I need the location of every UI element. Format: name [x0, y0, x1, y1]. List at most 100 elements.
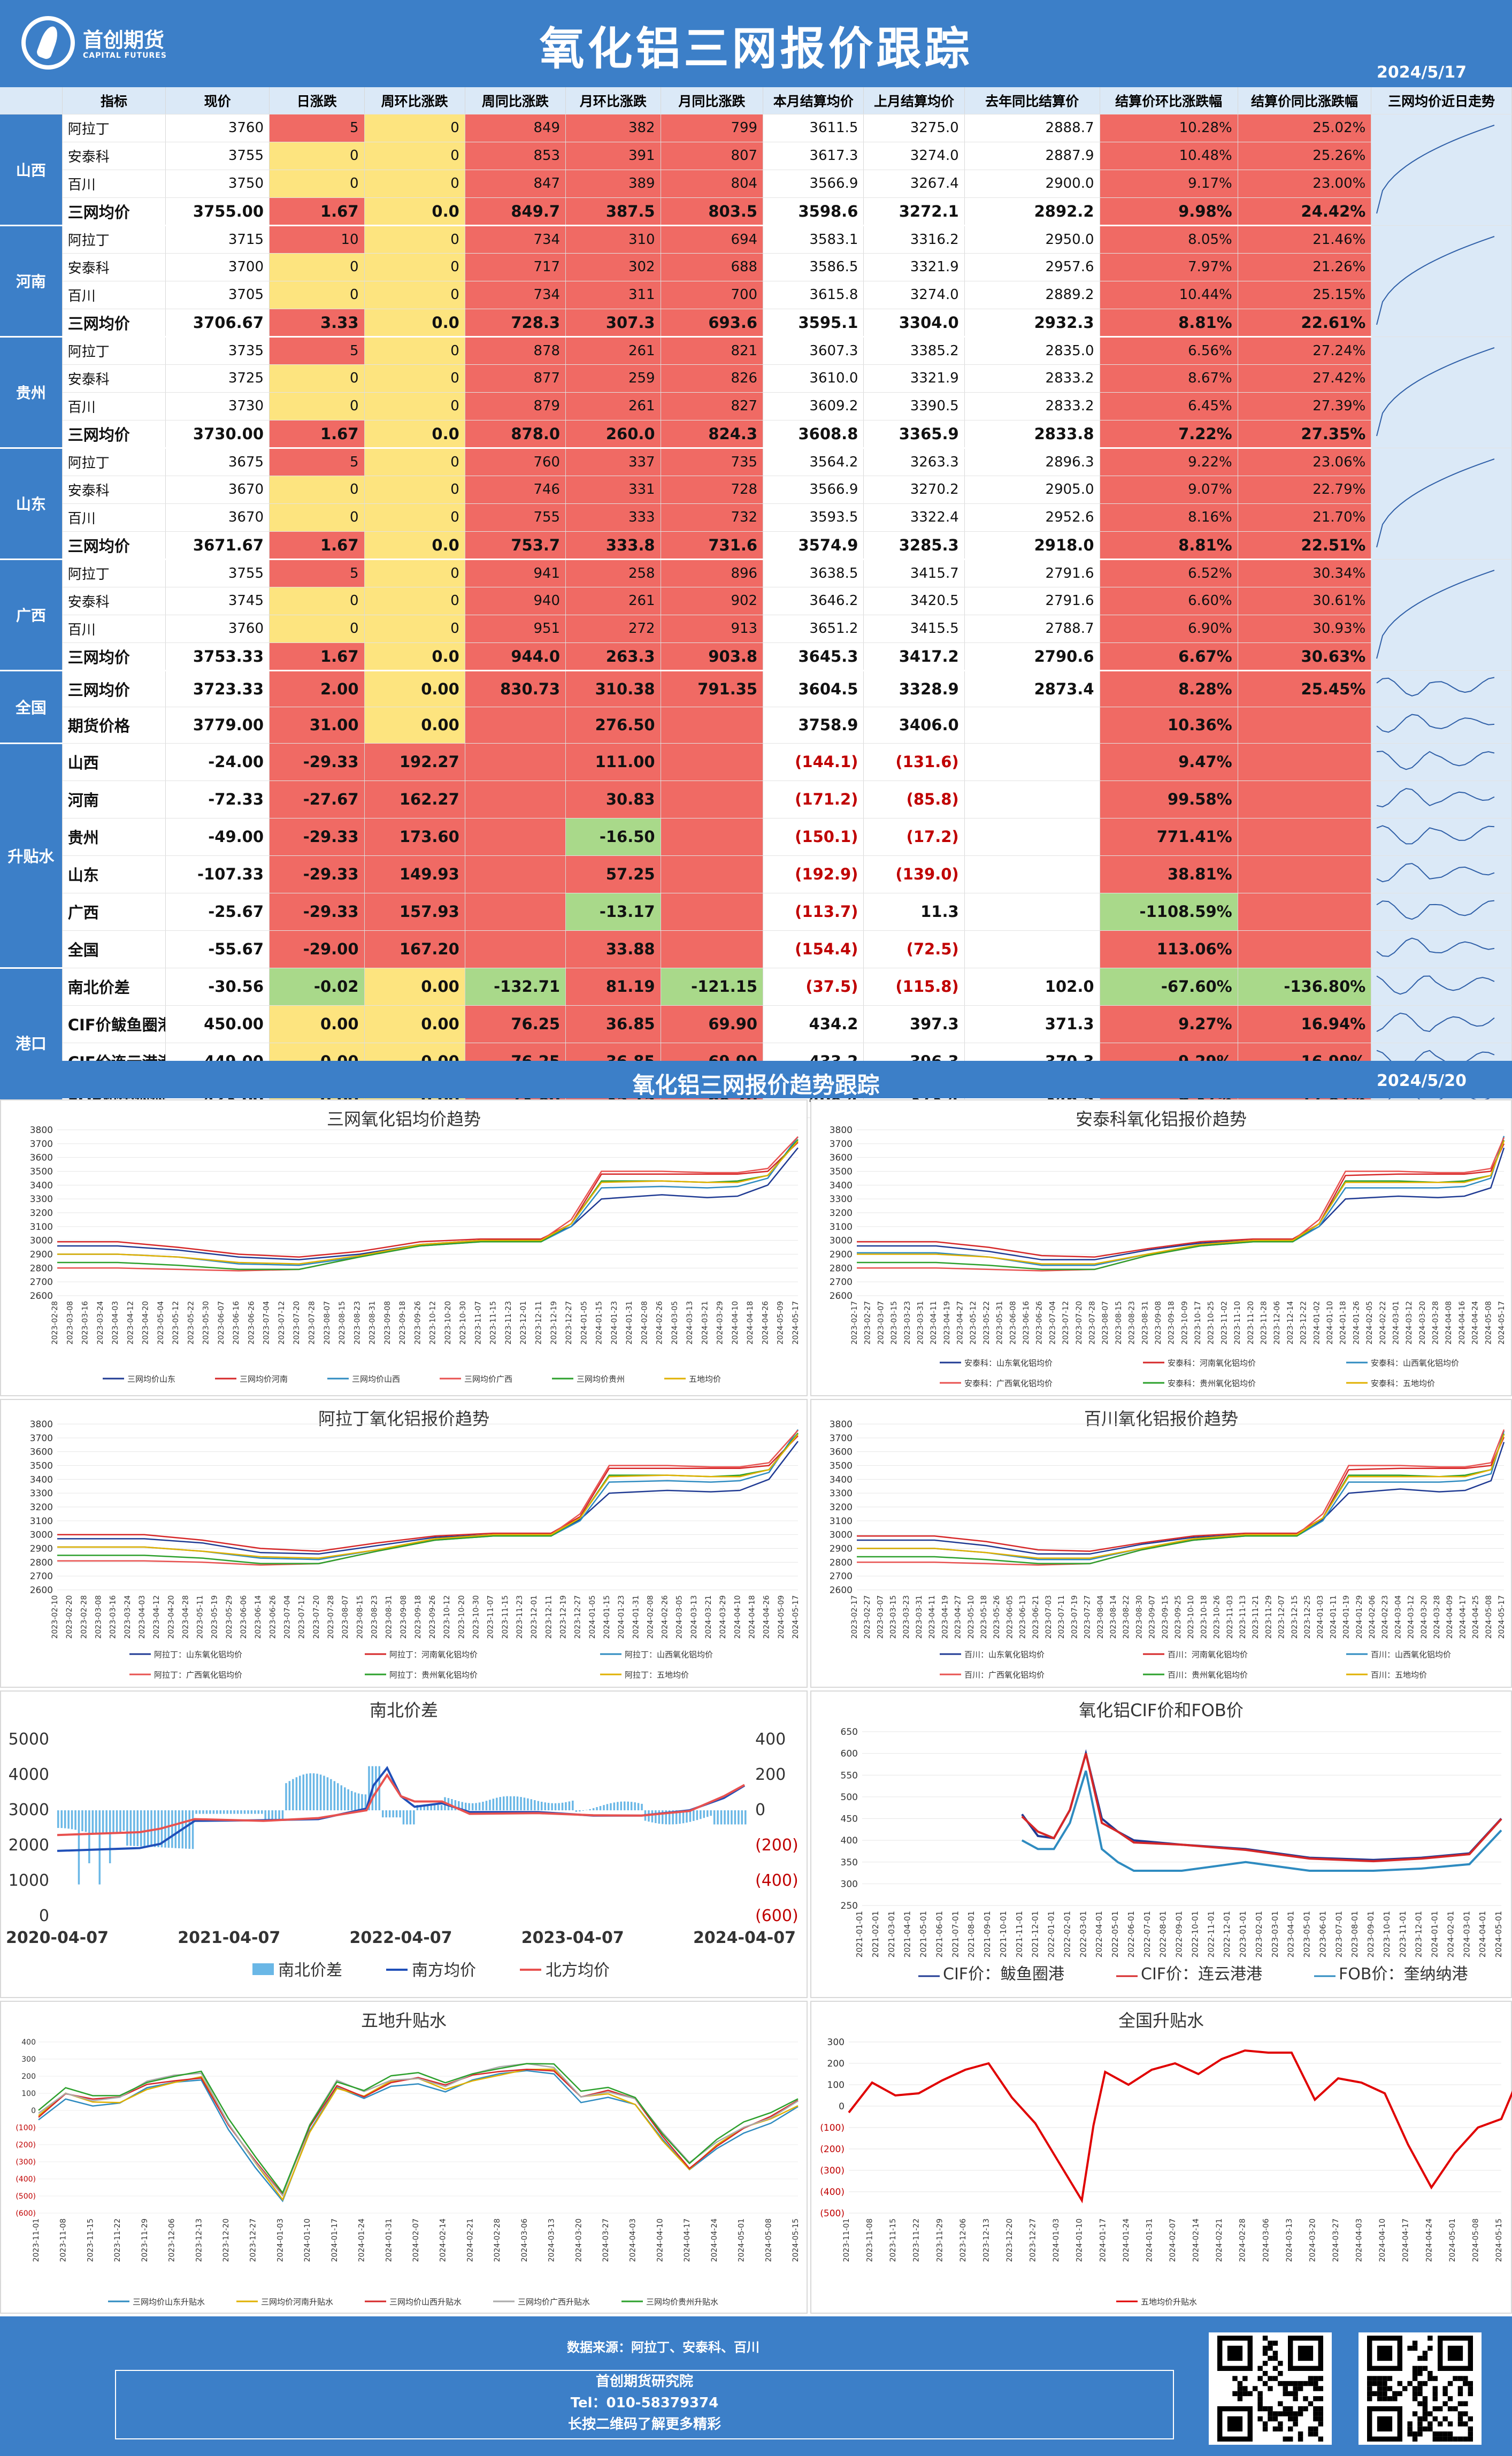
cell-value: [661, 930, 764, 968]
spread-bar: [634, 1802, 636, 1810]
qr-code-2[interactable]: [1359, 2332, 1482, 2445]
qr-module: [1318, 2386, 1323, 2391]
cell-value: 81.19: [565, 968, 661, 1006]
qr-module: [1257, 2391, 1263, 2397]
spread-bar: [136, 1810, 139, 1846]
series-line: [57, 1773, 745, 1837]
cell-value: 3285.3: [863, 531, 965, 560]
cell-value: 0: [269, 587, 365, 615]
cell-value: 847: [465, 170, 566, 198]
x-tick-label: 2024-01-11: [1329, 1595, 1338, 1639]
qr-module: [1422, 2396, 1428, 2401]
spread-bar: [91, 1810, 94, 1833]
qr-module: [1463, 2376, 1468, 2381]
cell-value: 2889.2: [964, 281, 1100, 309]
qr-module: [1427, 2426, 1433, 2432]
x-tick-label: 2023-04-12: [152, 1595, 161, 1639]
cell-value: 5: [269, 336, 365, 365]
cell-value: 3304.0: [863, 309, 965, 338]
x-tick-label: 2024-04-24: [1425, 2218, 1433, 2262]
series-line: [38, 2070, 799, 2202]
x-tick-label: 2023-03-24: [124, 1595, 132, 1639]
x-tick-label: 2023-12-20: [222, 2218, 231, 2262]
x-tick-label: 2020-04-07: [6, 1929, 109, 1947]
spread-bar: [630, 1802, 633, 1810]
x-tick-label: 2024-03-28: [1432, 1301, 1440, 1344]
cell-value: 0.00: [364, 670, 465, 707]
qr-module: [1272, 2340, 1278, 2346]
series-line: [848, 2049, 1512, 2203]
x-tick-label: 2024-03-13: [1285, 2218, 1294, 2262]
x-tick-label: 2023-11-07: [487, 1595, 495, 1639]
sparkline-cell: [1371, 114, 1512, 226]
cell-value: 3316.2: [863, 225, 965, 254]
y-tick-label: 3000: [30, 1236, 53, 1246]
cell-value: 0: [269, 142, 365, 170]
sparkline: [1376, 1012, 1495, 1032]
x-tick-label: 2023-11-15: [501, 1595, 510, 1639]
qr-module: [1447, 2421, 1453, 2427]
cell-value: -72.33: [165, 781, 270, 818]
y-tick-label: 3600: [30, 1153, 53, 1164]
x-tick-label: 2023-07-19: [1070, 1595, 1079, 1639]
series-line: [38, 2068, 799, 2196]
legend-label: 安泰科：五地均价: [1371, 1379, 1435, 1388]
sparkline-cell: [1371, 930, 1512, 968]
row-label: 山西: [62, 743, 166, 781]
cell-value: 700: [661, 281, 764, 309]
x-tick-label: 2023-11-13: [1239, 1595, 1247, 1639]
y-tick-label: 3800: [830, 1419, 853, 1430]
x-tick-label: 2023-11-20: [1247, 1301, 1255, 1344]
cell-value: 732: [661, 503, 764, 532]
cell-value: 3735: [165, 336, 270, 365]
x-tick-label: 2023-04-03: [138, 1595, 147, 1639]
cell-value: 3406.0: [863, 707, 965, 744]
cell-value: 69.90: [661, 1005, 764, 1043]
cell-value: 2833.8: [964, 420, 1100, 449]
row-label: 阿拉丁: [62, 225, 166, 254]
x-tick-label: 2023-07-20: [312, 1595, 321, 1639]
y-tick-label: 2800: [30, 1263, 53, 1274]
sparkline-cell: [1371, 743, 1512, 781]
x-tick-label: 2023-07-03: [1045, 1595, 1053, 1639]
cell-value: 2950.0: [964, 225, 1100, 254]
qr-module: [1438, 2431, 1443, 2437]
spread-bar: [129, 1810, 132, 1846]
x-tick-label: 2023-04-03: [111, 1301, 120, 1344]
cell-value: [465, 893, 566, 931]
series-line: [857, 1147, 1505, 1261]
cell-value: 3700: [165, 253, 270, 281]
cell-value: 2788.7: [964, 615, 1100, 643]
y2-tick-label: (400): [755, 1871, 799, 1890]
qr-module: [1382, 2376, 1387, 2381]
row-label: 期货价格: [62, 707, 166, 744]
x-tick-label: 2023-07-12: [298, 1595, 306, 1639]
x-tick-label: 2024-04-07: [693, 1929, 796, 1947]
x-tick-label: 2023-02-17: [850, 1301, 859, 1344]
column-header: 三网均价近日走势: [1371, 87, 1512, 114]
chart-panel-cif-fob: 氧化铝CIF价和FOB价 250 300 350 400 450 500 550 600 650…: [810, 1690, 1512, 1998]
y2-tick-label: 0: [755, 1801, 765, 1819]
y-tick-label: 3300: [830, 1194, 853, 1205]
x-tick-label: 2024-03-13: [686, 1301, 694, 1344]
x-tick-label: 2023-07-28: [308, 1301, 317, 1344]
row-label: 百川: [62, 503, 166, 532]
qr-code-1[interactable]: [1209, 2332, 1332, 2445]
header-region: [0, 87, 63, 114]
cell-value: 167.20: [364, 930, 465, 968]
company-logo: 首创期货 CAPITAL FUTURES: [21, 16, 182, 80]
spread-bar: [409, 1810, 412, 1825]
qr-module: [1447, 2381, 1453, 2386]
qr-module: [1257, 2376, 1263, 2381]
cell-value: 7.22%: [1100, 420, 1238, 449]
spread-bar: [641, 1803, 643, 1810]
qr-module: [1468, 2391, 1473, 2397]
sparkline-path: [1376, 458, 1495, 547]
qr-module: [1387, 2376, 1393, 2381]
spread-bar: [174, 1810, 176, 1848]
qr-module: [1463, 2381, 1468, 2386]
x-tick-label: 2023-08-22: [1122, 1595, 1131, 1639]
sparkline-cell: [1371, 448, 1512, 560]
spread-bar: [465, 1802, 467, 1810]
cell-value: 302: [565, 253, 661, 281]
